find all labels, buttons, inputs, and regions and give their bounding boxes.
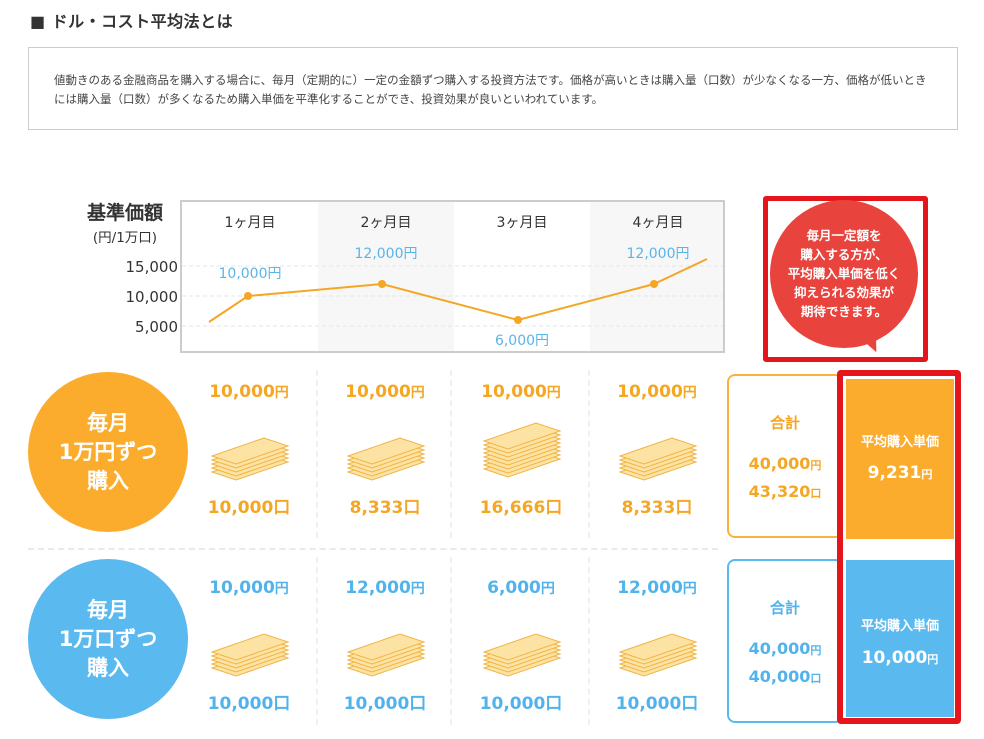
- row-1-banknote-stack-1: [208, 436, 292, 484]
- row-1-units-4: 8,333口: [621, 498, 693, 518]
- row-2-banknote-stack-3: [480, 632, 564, 680]
- price-line: [208, 258, 708, 323]
- row-2-price-1: 10,000円: [209, 578, 289, 598]
- price-line-svg: [182, 258, 723, 327]
- row-1-total-box: 合計 40,000円 43,320口: [727, 374, 843, 538]
- point-label-2: 12,000円: [354, 246, 418, 262]
- row-2-units-4: 10,000口: [615, 694, 699, 714]
- section-heading: ■ ドル・コスト平均法とは: [30, 8, 233, 32]
- speech-bubble: [770, 200, 918, 348]
- row-1-circle-label: 毎月 1万円ずつ 購入: [28, 372, 188, 532]
- row-1-col-divider: [316, 370, 452, 538]
- row-2-price-4: 12,000円: [617, 578, 697, 598]
- row-1-total-yen: 40,000円: [748, 454, 822, 473]
- row-2-banknote-stack-4: [616, 632, 700, 680]
- row-1-col-divider-2: [588, 370, 720, 538]
- row-2-average-panel: 平均購入単価 10,000円: [846, 560, 954, 717]
- row-1-units-3: 16,666口: [479, 498, 563, 518]
- row-2-average-label: 平均購入単価: [860, 619, 939, 634]
- row-1-banknote-stack-4: [616, 436, 700, 484]
- row-1-total-label: 合計: [769, 414, 800, 432]
- row-1-price-3: 10,000円: [481, 382, 561, 402]
- month-label-4: 4ヶ月目: [632, 215, 684, 231]
- month-label-3: 3ヶ月目: [496, 215, 548, 231]
- row-1-units-2: 8,333口: [349, 498, 421, 518]
- price-point-2: [378, 280, 386, 288]
- heading-title: ドル・コスト平均法とは: [51, 12, 234, 31]
- row-divider: [28, 548, 718, 550]
- row-2-average-value: 10,000円: [861, 648, 939, 668]
- chart-axis-title: 基準価額: [86, 202, 163, 224]
- price-chart: 1ヶ月目 2ヶ月目 3ヶ月目 4ヶ月目 10,000円 12,000円 6,00…: [180, 200, 725, 353]
- ytick-5000: 5,000: [135, 318, 178, 336]
- price-point-1: [244, 292, 252, 300]
- row-2-banknote-stack-1: [208, 632, 292, 680]
- row-2-banknote-stack-2: [344, 632, 428, 680]
- row-1-price-4: 10,000円: [617, 382, 697, 402]
- bubble-highlight-frame: [763, 196, 928, 362]
- point-label-3: 6,000円: [494, 333, 550, 349]
- row-1-background: [180, 370, 720, 538]
- ytick-15000: 15,000: [125, 258, 179, 276]
- row-1-average-panel: 平均購入単価 9,231円: [846, 379, 954, 539]
- row-1-average-value: 9,231円: [867, 463, 933, 483]
- average-highlight-frame: [837, 370, 961, 724]
- row-1-price-2: 10,000円: [345, 382, 425, 402]
- row-2-price-2: 12,000円: [345, 578, 425, 598]
- row-1-total-units: 43,320口: [748, 482, 822, 501]
- price-point-3: [514, 316, 522, 324]
- row-2-col-divider-2: [588, 557, 720, 725]
- row-1-banknote-stack-2: [344, 436, 428, 484]
- row-1-units-1: 10,000口: [207, 498, 291, 518]
- row-2-total-label: 合計: [769, 599, 800, 617]
- row-2-units-3: 10,000口: [479, 694, 563, 714]
- row-2-total-box: 合計 40,000円 40,000口: [727, 559, 843, 723]
- row-1-average-label: 平均購入単価: [860, 435, 939, 450]
- row-2-units-2: 10,000口: [343, 694, 427, 714]
- heading-square-icon: ■: [30, 12, 46, 31]
- row-1-banknote-stack-3: [480, 421, 564, 484]
- point-label-4: 12,000円: [626, 246, 690, 262]
- row-2-units-1: 10,000口: [207, 694, 291, 714]
- row-2-circle-label: 毎月 1万口ずつ 購入: [28, 559, 188, 719]
- point-label-1: 10,000円: [218, 266, 282, 282]
- row-1-price-1: 10,000円: [209, 382, 289, 402]
- price-point-4: [650, 280, 658, 288]
- row-2-col-divider: [316, 557, 452, 725]
- description-box: 値動きのある金融商品を購入する場合に、毎月（定期的に）一定の金額ずつ購入する投資…: [28, 47, 958, 130]
- row-2-background: [180, 557, 720, 725]
- month-label-1: 1ヶ月目: [224, 215, 276, 231]
- chart-axis-unit: (円/1万口): [92, 230, 158, 246]
- ytick-10000: 10,000: [125, 288, 179, 306]
- row-2-total-yen: 40,000円: [748, 639, 822, 658]
- row-2-total-units: 40,000口: [748, 667, 822, 686]
- row-2-price-3: 6,000円: [487, 578, 555, 598]
- month-label-2: 2ヶ月目: [360, 215, 412, 231]
- speech-bubble-text: 毎月一定額を 購入する方が、 平均購入単価を低く 抑えられる効果が 期待できます…: [787, 228, 901, 319]
- description-text: 値動きのある金融商品を購入する場合に、毎月（定期的に）一定の金額ずつ購入する投資…: [54, 73, 927, 106]
